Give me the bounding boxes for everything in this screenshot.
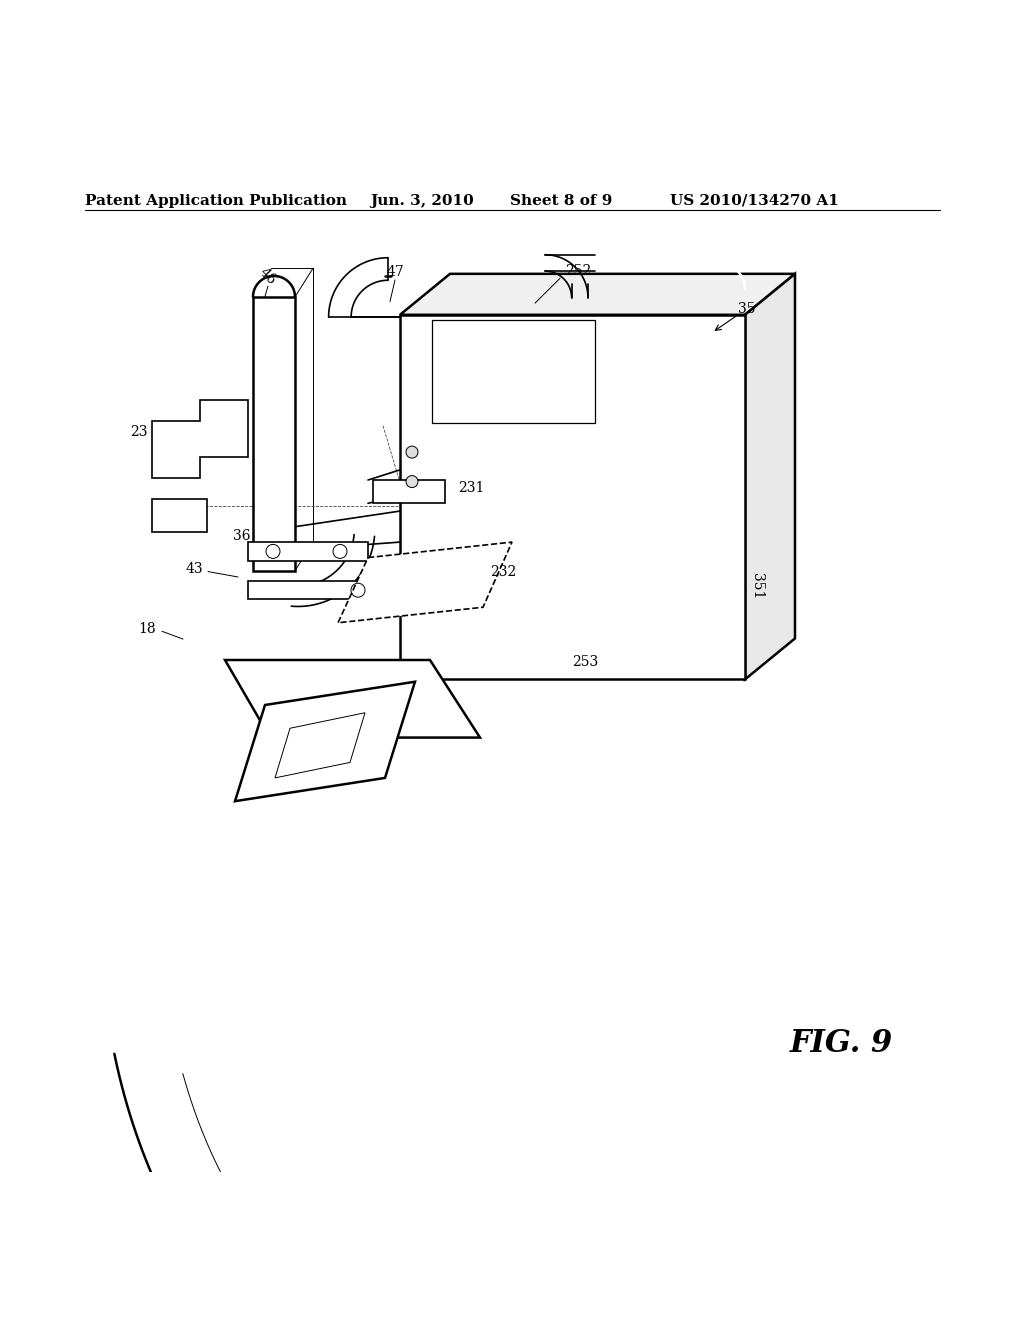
- Polygon shape: [152, 499, 207, 532]
- Polygon shape: [248, 543, 368, 561]
- Text: 252: 252: [565, 264, 591, 277]
- Text: 35: 35: [738, 302, 756, 317]
- Polygon shape: [234, 681, 415, 801]
- Polygon shape: [275, 713, 365, 777]
- Polygon shape: [248, 581, 385, 599]
- Text: US 2010/134270 A1: US 2010/134270 A1: [670, 194, 839, 207]
- Text: 36: 36: [232, 529, 250, 543]
- Text: 48: 48: [303, 721, 321, 735]
- Polygon shape: [745, 273, 795, 680]
- Polygon shape: [400, 273, 795, 314]
- Text: 231: 231: [458, 480, 484, 495]
- Text: 47: 47: [386, 265, 403, 279]
- Polygon shape: [400, 314, 745, 680]
- Text: 351: 351: [750, 573, 764, 599]
- Text: FIG. 9: FIG. 9: [790, 1028, 893, 1060]
- Text: 18: 18: [138, 622, 156, 636]
- Text: 23: 23: [130, 425, 148, 440]
- Circle shape: [406, 475, 418, 487]
- Text: Patent Application Publication: Patent Application Publication: [85, 194, 347, 207]
- Polygon shape: [225, 660, 480, 738]
- Polygon shape: [253, 297, 295, 570]
- Polygon shape: [338, 543, 512, 623]
- Polygon shape: [152, 400, 248, 478]
- Text: 43: 43: [185, 562, 203, 577]
- Circle shape: [406, 446, 418, 458]
- Text: Jun. 3, 2010: Jun. 3, 2010: [370, 194, 474, 207]
- Polygon shape: [373, 480, 445, 503]
- Text: 232: 232: [490, 565, 516, 578]
- Text: Sheet 8 of 9: Sheet 8 of 9: [510, 194, 612, 207]
- Text: 46: 46: [257, 265, 280, 288]
- Text: 253: 253: [572, 655, 598, 669]
